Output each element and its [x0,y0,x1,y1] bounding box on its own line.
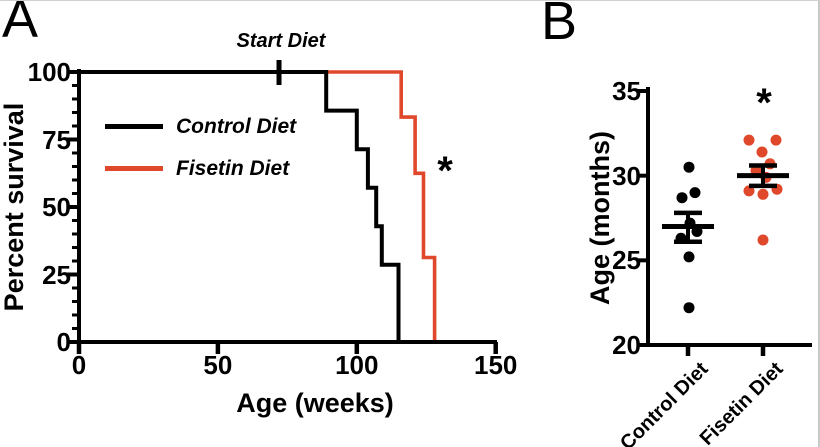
control-dot [689,187,701,199]
fisetin-dot [757,234,769,246]
panel-a-y-tick-label: 0 [56,327,71,357]
fisetin-dot [757,188,769,200]
control-dot [683,161,695,173]
panel-b-y-tick-label: 20 [612,330,641,360]
control-dot [683,302,695,314]
legend-swatch-control [105,124,163,129]
panel-a-x-tick-label: 50 [203,350,233,380]
control-dot [683,251,695,263]
panel-a-x-tick-label: 0 [71,350,87,380]
fisetin-dot [743,185,755,197]
legend-label-fisetin: Fisetin Diet [176,157,290,180]
legend-swatch-fisetin [105,166,163,171]
panel-b-y-tick-label: 30 [612,160,641,191]
x-axis-title-age-weeks: Age (weeks) [236,388,394,418]
legend-label-control: Control Diet [176,115,297,138]
panel-a-y-tick-label: 25 [42,259,71,290]
control-dot [676,192,688,204]
panel-a-y-tick-label: 75 [42,124,71,155]
panel-a-x-tick-label: 150 [473,350,518,380]
panel-a-y-tick-label: 100 [27,57,71,87]
start-diet-annotation: Start Diet [236,30,326,52]
fisetin-survival-curve [79,70,437,342]
panel-b-letter: B [541,0,578,51]
fisetin-dot [770,134,782,146]
y-axis-title-age-months: Age (months) [585,131,615,305]
fisetin-dot [743,134,755,146]
fisetin-dot [756,146,768,158]
significance-asterisk-panel-a: * [437,149,453,193]
panel-a-letter: A [2,0,39,49]
significance-asterisk-panel-b: * [756,81,772,125]
panel-b-y-tick-label: 25 [612,245,641,276]
panel-a-x-tick-label: 100 [335,350,379,380]
panel-b-y-tick-label: 35 [612,76,641,106]
panel-a-y-tick-label: 50 [42,192,71,222]
control-survival-curve [79,70,401,342]
